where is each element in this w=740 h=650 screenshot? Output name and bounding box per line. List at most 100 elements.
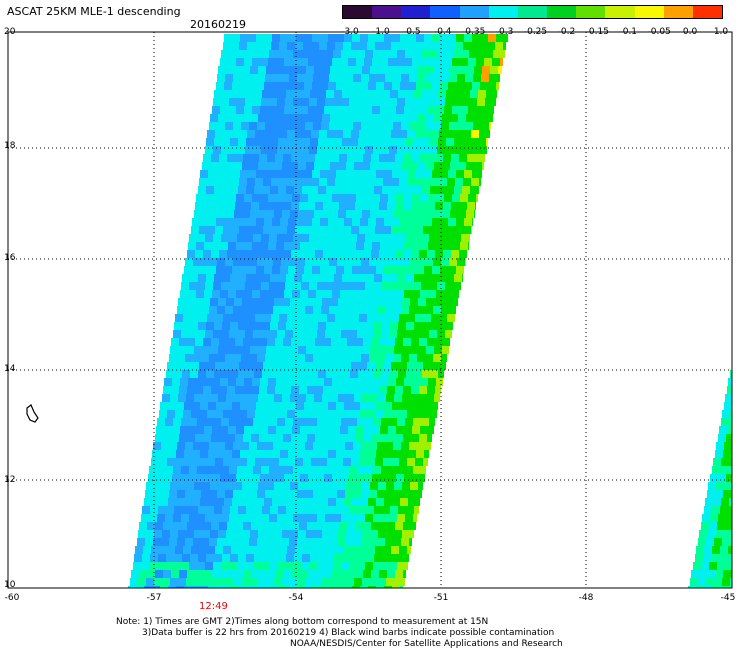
- swath-cell: [231, 362, 239, 370]
- swath-cell: [236, 194, 244, 202]
- swath-cell: [298, 394, 306, 402]
- swath-cell: [418, 298, 426, 306]
- swath-cell: [476, 58, 484, 66]
- swath-cell: [442, 210, 450, 218]
- swath-cell: [720, 466, 728, 474]
- swath-cell: [348, 474, 356, 482]
- swath-cell: [381, 514, 389, 522]
- swath-cell: [454, 138, 462, 146]
- swath-cell: [254, 186, 262, 194]
- swath-cell: [412, 58, 420, 66]
- swath-cell: [416, 450, 424, 458]
- swath-cell: [236, 426, 244, 434]
- swath-cell: [426, 162, 434, 170]
- swath-cell: [486, 90, 494, 98]
- swath-cell: [450, 210, 458, 218]
- swath-cell: [298, 530, 306, 538]
- swath-cell: [427, 338, 435, 346]
- swath-cell: [403, 154, 411, 162]
- swath-cell: [707, 490, 715, 498]
- swath-cell: [314, 482, 322, 490]
- swath-cell: [317, 562, 325, 570]
- swath-cell: [399, 130, 407, 138]
- swath-cell: [177, 490, 185, 498]
- swath-cell: [179, 522, 187, 530]
- swath-cell: [284, 58, 292, 66]
- swath-cell: [721, 418, 729, 426]
- swath-cell: [254, 554, 262, 562]
- swath-cell: [464, 82, 472, 90]
- swath-cell: [361, 538, 369, 546]
- swath-cell: [326, 322, 334, 330]
- swath-cell: [258, 210, 266, 218]
- swath-cell: [249, 258, 257, 266]
- swath-cell: [260, 194, 268, 202]
- swath-cell: [407, 314, 415, 322]
- swath-cell: [411, 202, 419, 210]
- swath-cell: [327, 362, 335, 370]
- swath-cell: [376, 498, 384, 506]
- swath-cell: [423, 178, 431, 186]
- swath-cell: [436, 242, 444, 250]
- swath-cell: [317, 98, 325, 106]
- swath-cell: [138, 530, 146, 538]
- swath-cell: [354, 394, 362, 402]
- swath-cell: [428, 378, 436, 386]
- swath-cell: [414, 322, 422, 330]
- swath-cell: [144, 586, 152, 588]
- swath-cell: [353, 490, 361, 498]
- swath-cell: [346, 298, 354, 306]
- swath-cell: [713, 498, 721, 506]
- swath-cell: [297, 442, 305, 450]
- swath-cell: [191, 410, 199, 418]
- swath-cell: [215, 410, 223, 418]
- swath-cell: [161, 490, 169, 498]
- swath-cell: [374, 370, 382, 378]
- swath-cell: [389, 514, 397, 522]
- swath-cell: [226, 114, 234, 122]
- swath-cell: [712, 466, 720, 474]
- swath-cell: [193, 354, 201, 362]
- swath-cell: [347, 522, 355, 530]
- swath-cell: [196, 378, 204, 386]
- swath-cell: [389, 98, 397, 106]
- swath-cell: [392, 170, 400, 178]
- swath-cell: [398, 186, 406, 194]
- swath-cell: [400, 34, 408, 42]
- swath-cell: [220, 106, 228, 114]
- swath-cell: [400, 586, 403, 588]
- swath-cell: [391, 226, 399, 234]
- swath-cell: [204, 194, 212, 202]
- swath-cell: [217, 490, 225, 498]
- swath-cell: [430, 90, 438, 98]
- swath-cell: [390, 138, 398, 146]
- swath-cell: [304, 170, 312, 178]
- swath-cell: [141, 514, 149, 522]
- swath-cell: [332, 242, 340, 250]
- swath-cell: [276, 58, 284, 66]
- swath-cell: [382, 90, 390, 98]
- swath-cell: [325, 234, 333, 242]
- swath-cell: [234, 114, 242, 122]
- swath-cell: [377, 258, 385, 266]
- swath-cell: [283, 154, 291, 162]
- swath-cell: [244, 106, 252, 114]
- swath-cell: [307, 522, 315, 530]
- swath-cell: [473, 122, 481, 130]
- swath-cell: [335, 226, 343, 234]
- swath-cell: [267, 338, 275, 346]
- swath-cell: [261, 50, 269, 58]
- swath-cell: [277, 514, 285, 522]
- swath-cell: [405, 282, 413, 290]
- swath-cell: [328, 450, 336, 458]
- swath-cell: [160, 450, 168, 458]
- color-scale-segment: [605, 6, 635, 18]
- swath-cell: [286, 506, 294, 514]
- swath-cell: [300, 474, 308, 482]
- swath-cell: [325, 50, 333, 58]
- swath-cell: [324, 474, 332, 482]
- swath-cell: [352, 450, 360, 458]
- plot-frame: [7, 31, 733, 589]
- swath-cell: [342, 554, 350, 562]
- swath-cell: [387, 434, 395, 442]
